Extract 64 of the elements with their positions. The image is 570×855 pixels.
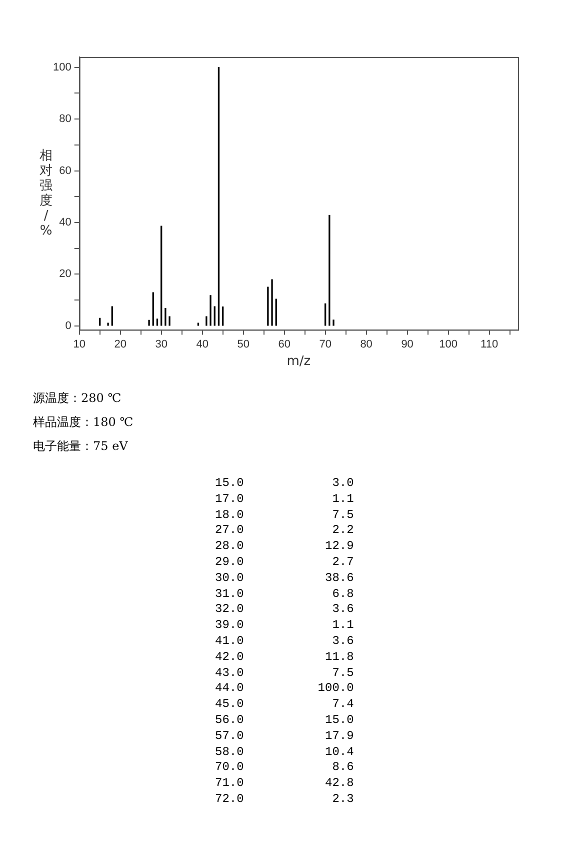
category-label: 70.0 <box>215 760 244 776</box>
x-axis-title: m/z <box>286 354 311 370</box>
text: 7.4 <box>332 697 354 712</box>
x-tick-label: 110 <box>480 338 498 350</box>
y-tick-label: 20 <box>59 268 72 280</box>
text: 2.2 <box>332 523 354 538</box>
category-label: 42.0 <box>215 650 244 666</box>
category-label: 41.0 <box>215 634 244 650</box>
y-axis-title: 相对强度/% <box>40 148 52 238</box>
x-tick-label: 40 <box>196 338 208 350</box>
text: 10.4 <box>325 744 354 759</box>
x-tick-label: 60 <box>278 338 290 350</box>
category-label: 27.0 <box>215 523 244 540</box>
text: 2.3 <box>332 792 354 806</box>
text: 12.9 <box>325 539 354 554</box>
category-label: 71.0 <box>215 776 244 792</box>
text: 3.0 <box>332 476 354 490</box>
y-tick-label: 80 <box>59 113 72 126</box>
category-label: 18.0 <box>215 508 244 524</box>
y-tick-label: 100 <box>52 61 72 74</box>
x-tick-label: 50 <box>237 338 250 350</box>
category-label: 28.0 <box>215 539 244 555</box>
y-tick-label: 40 <box>59 216 72 229</box>
text: 2.7 <box>332 554 354 569</box>
x-tick-label: 70 <box>319 338 332 350</box>
text: 电子能量：75 eV <box>33 438 129 455</box>
x-tick-label: 100 <box>439 338 458 350</box>
category-label: 31.0 <box>215 586 244 602</box>
text: 100.0 <box>318 681 354 696</box>
text: 3.6 <box>332 602 354 616</box>
text: 15.0 <box>325 712 354 727</box>
text: 7.5 <box>332 666 354 680</box>
category-label: 15.0 <box>215 476 244 492</box>
category-label: 43.0 <box>215 666 244 682</box>
category-label: 72.0 <box>215 792 244 808</box>
category-label: 58.0 <box>215 744 244 760</box>
category-label: 45.0 <box>215 697 244 713</box>
text: 3.6 <box>332 634 354 648</box>
text: 7.5 <box>332 508 354 522</box>
text: 样品温度：180 ℃ <box>33 414 134 431</box>
category-label: 44.0 <box>215 681 244 698</box>
category-label: 17.0 <box>215 492 244 508</box>
category-label: 56.0 <box>215 712 244 729</box>
x-tick-label: 80 <box>360 338 372 350</box>
category-label: 29.0 <box>215 554 244 571</box>
category-label: 57.0 <box>215 728 244 745</box>
y-tick-label: 0 <box>65 320 72 332</box>
text: 38.6 <box>325 570 354 585</box>
category-label: 32.0 <box>215 602 244 618</box>
text: 6.8 <box>332 586 354 601</box>
x-tick-label: 20 <box>114 338 126 350</box>
x-tick-label: 90 <box>401 338 414 350</box>
text: 8.6 <box>332 760 354 774</box>
text: 42.8 <box>325 776 354 790</box>
text: 1.1 <box>332 618 354 632</box>
x-tick-label: 10 <box>73 338 86 350</box>
x-tick-label: 30 <box>155 338 168 350</box>
y-tick-label: 60 <box>59 164 72 177</box>
category-label: 39.0 <box>215 618 244 634</box>
text: 11.8 <box>325 650 354 664</box>
text: 源温度：280 ℃ <box>33 390 122 407</box>
category-label: 30.0 <box>215 570 244 587</box>
text: 17.9 <box>325 728 354 743</box>
text: 1.1 <box>332 492 354 506</box>
